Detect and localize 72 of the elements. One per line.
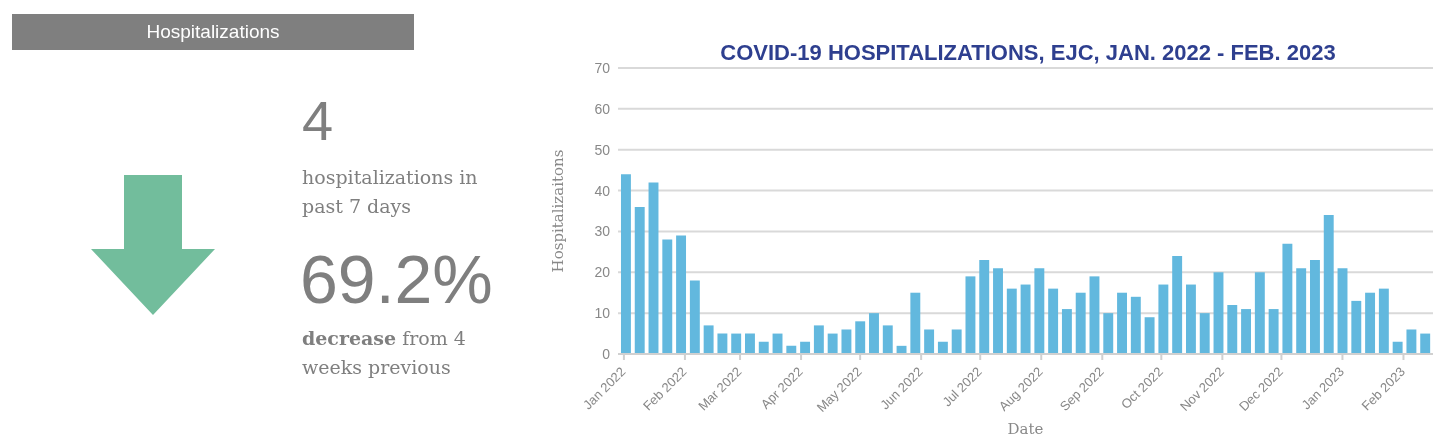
y-tick-label: 70 [594,59,611,76]
bar [1213,272,1224,354]
bar [634,206,645,354]
bar [1227,304,1238,354]
bar [827,333,838,354]
bar [1185,284,1196,354]
x-axis-title: Date [1007,420,1044,438]
bar [924,329,935,354]
bar [1378,288,1389,354]
bar [1089,276,1100,354]
text: hospitalizations in past 7 days [302,165,479,219]
bar [745,333,755,354]
y-tick-label: 20 [594,264,611,281]
bar [1282,243,1293,354]
bar [813,325,824,354]
bar [910,292,921,354]
bar [1006,288,1017,354]
y-tick-label: 60 [594,100,611,117]
bar [937,341,948,354]
bar [758,341,769,354]
bar [993,268,1003,354]
bar [1241,309,1252,354]
bar [620,174,631,354]
bar [703,325,714,354]
text: 4 [302,88,334,153]
bar [979,260,990,354]
bar [1158,284,1169,354]
bar [1323,215,1334,354]
bar [1199,313,1210,354]
bar [1048,288,1059,354]
bar [1172,255,1183,354]
bar [1075,292,1086,354]
bar [1130,296,1141,354]
bar [1268,309,1279,354]
y-tick-label: 0 [602,345,611,362]
bar [1365,292,1376,354]
bar [855,321,866,354]
bar [841,329,852,354]
bar [662,239,673,354]
bar [676,235,687,354]
bar [869,313,879,354]
bar [1254,272,1265,354]
bar [1337,268,1348,354]
bar [1420,333,1431,354]
chart-title: COVID-19 HOSPITALIZATIONS, EJC, JAN. 2022 - FEB. 2023 [719,40,1337,66]
bar [882,325,893,354]
bar [1144,317,1155,354]
bar [717,333,728,354]
bar [1296,268,1307,354]
bar [1406,329,1417,354]
text: 69.2% [300,240,493,318]
y-axis-title: Hospitalizaitons [549,149,568,273]
bar [1351,300,1362,354]
text: decrease [302,327,397,349]
bar [800,341,811,354]
text: Hospitalizations [12,14,414,50]
bar [1034,268,1045,354]
bar [1061,309,1072,354]
bar [1392,341,1403,354]
bar [1020,284,1031,354]
bar [1309,260,1320,354]
bar [731,333,742,354]
y-tick-label: 40 [594,182,611,199]
bar [1103,313,1114,354]
bar [1117,292,1127,354]
bar [965,276,976,354]
bar [951,329,962,354]
y-tick-label: 50 [594,141,611,158]
bar [689,280,700,354]
bar [648,182,659,354]
y-tick-label: 30 [594,223,611,240]
y-tick-label: 10 [594,305,611,322]
